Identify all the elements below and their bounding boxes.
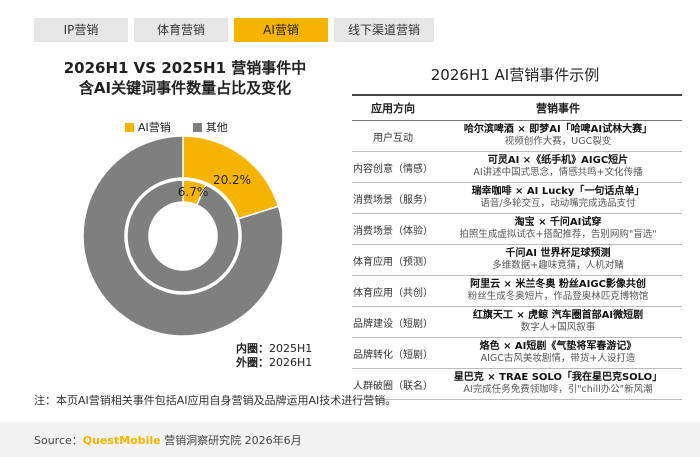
tab-ai-marketing[interactable]: AI营销 xyxy=(234,18,328,42)
row-event: 星巴克 × TRAE SOLO「我在星巴克SOLO」 AI完成任务免费领咖啡，引"… xyxy=(434,368,682,400)
row-direction: 人群破圈（联名） xyxy=(352,368,434,400)
header-event: 营销事件 xyxy=(434,94,682,121)
tab-offline-channel-marketing[interactable]: 线下渠道营销 xyxy=(334,18,434,42)
event-description: 多维数据+趣味竞猜，人机对赌 xyxy=(492,260,624,271)
footer-band xyxy=(0,422,700,457)
row-direction: 体育应用（预测） xyxy=(352,244,434,276)
row-direction: 内容创意（情感） xyxy=(352,151,434,183)
table-row: 体育应用（预测） 千问AI 世界杯足球预测 多维数据+趣味竞猜，人机对赌 xyxy=(352,244,682,276)
row-event: 淘宝 × 千问AI试穿 拍照生成虚拟试衣+搭配推荐，告别网购"盲选" xyxy=(434,213,682,245)
row-event: 红旗天工 × 虎鲸 汽车圈首部AI微短剧 数字人+国风叙事 xyxy=(434,306,682,338)
chart-title-line1: 2026H1 VS 2025H1 营销事件中 xyxy=(63,59,307,77)
inner-ring-data-label: 6.7% xyxy=(178,185,209,199)
chart-legend: AI营销 其他 xyxy=(125,119,228,135)
row-event: 阿里云 × 米兰冬奥 粉丝AIGC影像共创 粉丝生成冬奥短片，作品登奥林匹克博物馆 xyxy=(434,275,682,307)
outer-ring-label: 外圈： xyxy=(236,356,269,369)
footnote: 注：本页AI营销相关事件包括AI应用自身营销及品牌运用AI技术进行营销。 xyxy=(34,394,397,407)
row-event: 烙色 × AI短剧《气垫将军春游记》 AIGC古风美妆剧情，带货+人设打造 xyxy=(434,337,682,369)
inner-ring-label: 内圈： xyxy=(236,342,269,355)
ai-events-table: 应用方向 营销事件 用户互动 哈尔滨啤酒 × 即梦AI「哈啤AI试林大赛」 视频创作… xyxy=(352,94,682,400)
inner-ring-value: 2025H1 xyxy=(269,342,313,355)
tab-sports-marketing[interactable]: 体育营销 xyxy=(134,18,228,42)
outer-ring-slice-other xyxy=(82,135,284,337)
chart-title: 2026H1 VS 2025H1 营销事件中 含AI关键词事件数量占比及变化 xyxy=(40,58,330,98)
table-row: 品牌转化（短剧） 烙色 × AI短剧《气垫将军春游记》 AIGC古风美妆剧情，带货+… xyxy=(352,337,682,369)
event-description: 数字人+国风叙事 xyxy=(520,322,596,333)
event-name: 哈尔滨啤酒 × 即梦AI「哈啤AI试林大赛」 xyxy=(463,124,653,135)
row-direction: 消费场景（服务） xyxy=(352,182,434,214)
outer-ring-note: 外圈：2026H1 xyxy=(236,356,312,370)
legend-item-other: 其他 xyxy=(192,119,228,135)
inner-ring-slice-other xyxy=(126,179,240,293)
legend-label-other: 其他 xyxy=(205,121,228,134)
legend-label-ai: AI营销 xyxy=(138,121,171,134)
event-description: 粉丝生成冬奥短片，作品登奥林匹克博物馆 xyxy=(467,291,649,302)
event-name: 可灵AI ×《纸手机》AIGC短片 xyxy=(487,155,629,166)
table-row: 消费场景（服务） 瑞幸咖啡 × AI Lucky「一句话点单」 语音/多轮交互，动动… xyxy=(352,182,682,214)
header-direction: 应用方向 xyxy=(352,94,434,121)
legend-swatch-ai xyxy=(125,122,134,132)
table-body: 用户互动 哈尔滨啤酒 × 即梦AI「哈啤AI试林大赛」 视频创作大赛，UGC裂变 内容… xyxy=(352,120,682,400)
chart-title-line2: 含AI关键词事件数量占比及变化 xyxy=(78,79,292,97)
event-description: AI完成任务免费领咖啡，引"chill办公"新风潮 xyxy=(463,384,653,395)
table-row: 内容创意（情感） 可灵AI ×《纸手机》AIGC短片 AI讲述中国式思念，情感共鸣+… xyxy=(352,151,682,183)
event-name: 淘宝 × 千问AI试穿 xyxy=(514,217,602,228)
outer-ring-data-label: 20.2% xyxy=(213,173,251,187)
event-name: 阿里云 × 米兰冬奥 粉丝AIGC影像共创 xyxy=(470,279,646,290)
row-event: 可灵AI ×《纸手机》AIGC短片 AI讲述中国式思念，情感共鸣+文化传播 xyxy=(434,151,682,183)
event-name: 红旗天工 × 虎鲸 汽车圈首部AI微短剧 xyxy=(472,310,644,321)
table-row: 用户互动 哈尔滨啤酒 × 即梦AI「哈啤AI试林大赛」 视频创作大赛，UGC裂变 xyxy=(352,120,682,152)
table-row: 体育应用（共创） 阿里云 × 米兰冬奥 粉丝AIGC影像共创 粉丝生成冬奥短片，作品… xyxy=(352,275,682,307)
legend-swatch-other xyxy=(192,122,202,132)
table-title: 2026H1 AI营销事件示例 xyxy=(430,66,600,84)
row-direction: 品牌转化（短剧） xyxy=(352,337,434,369)
table-row: 消费场景（体验） 淘宝 × 千问AI试穿 拍照生成虚拟试衣+搭配推荐，告别网购"盲选… xyxy=(352,213,682,245)
table-row: 人群破圈（联名） 星巴克 × TRAE SOLO「我在星巴克SOLO」 AI完成任务… xyxy=(352,368,682,400)
event-description: 拍照生成虚拟试衣+搭配推荐，告别网购"盲选" xyxy=(459,229,657,240)
source-line: Source：QuestMobile 营销洞察研究院 2026年6月 xyxy=(34,432,302,448)
table-row: 品牌建设（短剧） 红旗天工 × 虎鲸 汽车圈首部AI微短剧 数字人+国风叙事 xyxy=(352,306,682,338)
row-event: 瑞幸咖啡 × AI Lucky「一句话点单」 语音/多轮交互，动动嘴完成选品支付 xyxy=(434,182,682,214)
row-event: 哈尔滨啤酒 × 即梦AI「哈啤AI试林大赛」 视频创作大赛，UGC裂变 xyxy=(434,120,682,152)
event-name: 星巴克 × TRAE SOLO「我在星巴克SOLO」 xyxy=(453,372,663,383)
event-description: AI讲述中国式思念，情感共鸣+文化传播 xyxy=(473,167,643,178)
row-direction: 消费场景（体验） xyxy=(352,213,434,245)
event-description: 语音/多轮交互，动动嘴完成选品支付 xyxy=(480,198,636,209)
source-brand: QuestMobile xyxy=(82,434,161,447)
row-direction: 用户互动 xyxy=(352,120,434,152)
inner-ring-note: 内圈：2025H1 xyxy=(236,342,312,356)
event-name: 瑞幸咖啡 × AI Lucky「一句话点单」 xyxy=(471,186,645,197)
row-direction: 体育应用（共创） xyxy=(352,275,434,307)
event-name: 烙色 × AI短剧《气垫将军春游记》 xyxy=(479,341,637,352)
row-direction: 品牌建设（短剧） xyxy=(352,306,434,338)
event-name: 千问AI 世界杯足球预测 xyxy=(505,248,611,259)
tab-ip-marketing[interactable]: IP营销 xyxy=(34,18,128,42)
row-event: 千问AI 世界杯足球预测 多维数据+趣味竞猜，人机对赌 xyxy=(434,244,682,276)
category-tabs: IP营销 体育营销 AI营销 线下渠道营销 xyxy=(34,18,434,42)
source-prefix: Source： xyxy=(34,434,83,447)
outer-ring-value: 2026H1 xyxy=(269,356,313,369)
table-header-row: 应用方向 营销事件 xyxy=(352,94,682,121)
event-description: AIGC古风美妆剧情，带货+人设打造 xyxy=(480,353,636,364)
legend-item-ai: AI营销 xyxy=(125,119,171,135)
event-description: 视频创作大赛，UGC裂变 xyxy=(504,136,612,147)
source-rest: 营销洞察研究院 2026年6月 xyxy=(160,434,302,447)
